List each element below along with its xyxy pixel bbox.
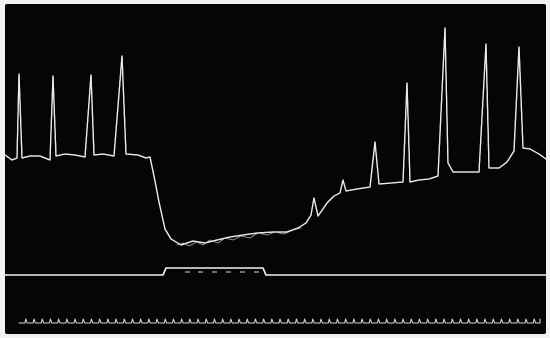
upper-trace-minor-fluctuation: [176, 227, 302, 247]
event-marker-trace: [5, 267, 546, 276]
time-marker-trace: [18, 318, 541, 324]
oscilloscope-record: [5, 4, 546, 334]
trace-canvas: [5, 27, 546, 324]
upper-physiological-trace: [5, 27, 546, 246]
